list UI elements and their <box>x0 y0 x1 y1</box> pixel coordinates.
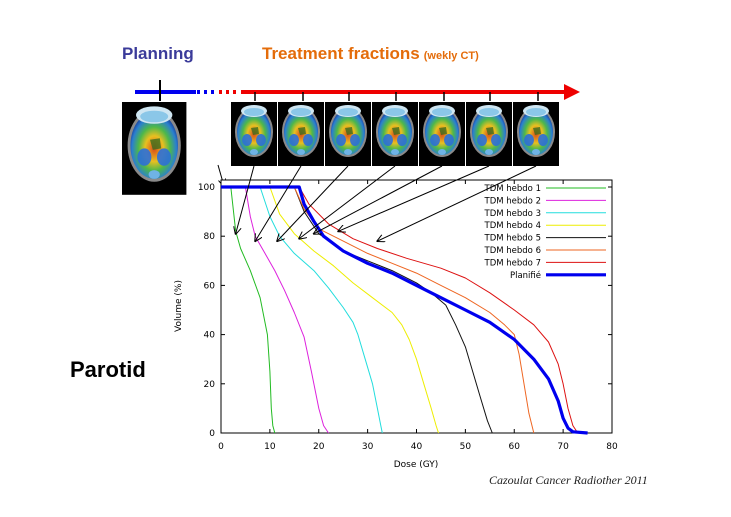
legend-label: TDM hebdo 3 <box>484 209 542 219</box>
weekly-ct-3 <box>325 102 371 166</box>
y-tick-label: 100 <box>198 183 215 193</box>
weekly-ct-5 <box>419 102 465 166</box>
weekly-ct-6 <box>466 102 512 166</box>
dvh-curve-3 <box>221 186 383 434</box>
weekly-ct-2 <box>278 102 324 166</box>
fraction-arrow-1 <box>236 165 255 234</box>
y-tick-label: 80 <box>204 232 216 242</box>
weekly-ct-4 <box>372 102 418 166</box>
dvh-curve-8 <box>221 185 588 435</box>
y-tick-label: 60 <box>204 281 216 291</box>
fraction-arrow-5 <box>314 165 443 234</box>
y-tick-label: 20 <box>204 380 216 390</box>
fraction-arrow-4 <box>299 165 396 239</box>
y-axis-label: Volume (%) <box>174 280 184 332</box>
x-tick-label: 80 <box>606 442 618 452</box>
legend-label: TDM hebdo 6 <box>484 246 542 256</box>
fraction-arrow-2 <box>255 165 302 241</box>
plot-frame <box>220 179 613 434</box>
legend-label: Planifié <box>510 270 541 281</box>
citation: Cazoulat Cancer Radiother 2011 <box>489 473 648 487</box>
dvh-curves <box>221 185 588 435</box>
x-tick-label: 20 <box>313 442 325 452</box>
planning-title: Planning <box>122 44 194 63</box>
fraction-arrow-6 <box>338 165 490 231</box>
x-tick-label: 10 <box>264 442 276 452</box>
dvh-curve-2 <box>221 186 329 434</box>
legend-label: TDM hebdo 2 <box>484 196 542 206</box>
treatment-fractions-title: Treatment fractions (wekly CT) <box>262 44 479 64</box>
fraction-ticks <box>254 92 539 101</box>
legend-label: TDM hebdo 4 <box>484 221 542 231</box>
planning-ct-image <box>122 102 187 195</box>
fraction-arrow-3 <box>277 165 349 241</box>
legend-label: TDM hebdo 5 <box>484 234 542 244</box>
x-tick-label: 40 <box>411 442 423 452</box>
dvh-curve-1 <box>221 186 276 434</box>
dvh-curve-4 <box>221 186 439 434</box>
fraction-arrow-7 <box>377 165 537 241</box>
x-tick-label: 30 <box>362 442 374 452</box>
y-tick-label: 0 <box>209 429 215 439</box>
timeline-arrowhead <box>564 84 580 100</box>
treatment-fractions-label: Treatment fractions <box>262 44 420 63</box>
weekly-ct-1 <box>231 102 277 166</box>
weekly-ct-strip <box>231 102 559 166</box>
x-tick-label: 70 <box>557 442 569 452</box>
legend: TDM hebdo 1 TDM hebdo 2 TDM hebdo 3 TDM heb… <box>484 184 606 281</box>
x-tick-label: 0 <box>218 442 224 452</box>
dvh-curve-7 <box>221 186 579 434</box>
x-axis-label: Dose (GY) <box>394 460 439 470</box>
legend-label: TDM hebdo 7 <box>484 258 542 268</box>
organ-label: Parotid <box>70 357 146 382</box>
axis-ticks: 0 10 20 30 40 50 60 70 80 0 20 40 60 80 100 <box>198 180 618 452</box>
treatment-fractions-sublabel: (wekly CT) <box>423 50 479 62</box>
weekly-ct-7 <box>513 102 559 166</box>
y-tick-label: 40 <box>204 331 216 341</box>
fraction-arrows <box>236 165 537 241</box>
x-tick-label: 60 <box>509 442 521 452</box>
timeline <box>135 80 580 101</box>
legend-label: TDM hebdo 1 <box>484 184 542 194</box>
x-tick-label: 50 <box>460 442 472 452</box>
